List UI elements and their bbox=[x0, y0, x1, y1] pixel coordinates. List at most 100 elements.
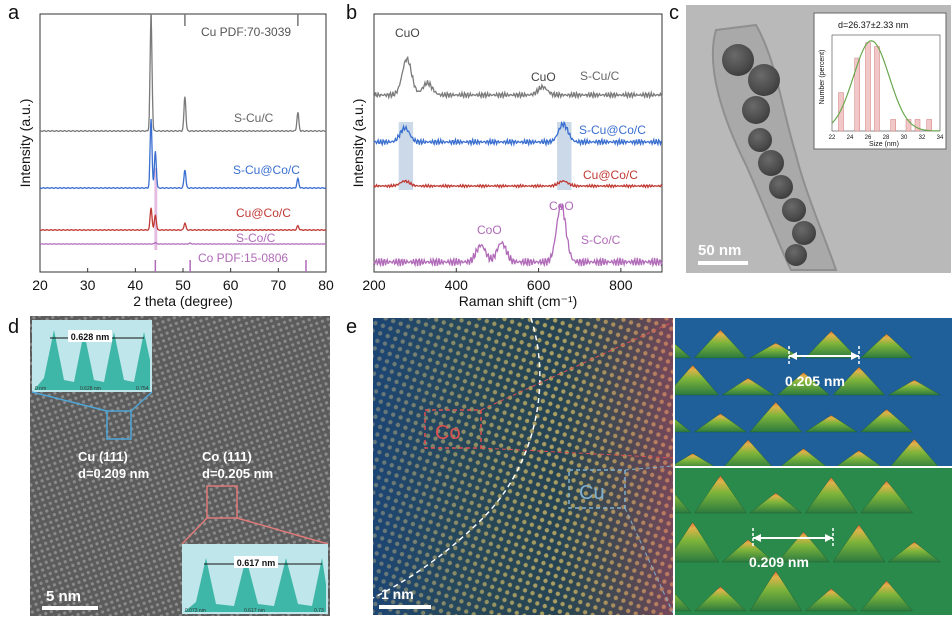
panel-label-e: e bbox=[346, 316, 358, 338]
surf-top-peak-1-0 bbox=[675, 364, 720, 396]
co-region-box-e bbox=[424, 409, 482, 449]
surf-bottom-peak-1-2 bbox=[777, 531, 830, 563]
histogram-bar-6 bbox=[914, 119, 921, 132]
profile-co-mid-tick: 0.617 nm bbox=[244, 608, 265, 614]
histogram-tick-5: 32 bbox=[919, 135, 926, 141]
xrd-tick-label-4: 60 bbox=[223, 277, 239, 293]
surf-bottom-peak-0-2 bbox=[749, 492, 803, 514]
surf-bottom-peak-2-0 bbox=[675, 593, 692, 612]
xrd-series-label-scu: S-Cu/C bbox=[234, 111, 274, 125]
xrd-tick-label-2: 40 bbox=[128, 277, 144, 293]
profile-cu-value: 0.628 nm bbox=[71, 332, 110, 342]
surf-bottom-peak-0-0 bbox=[675, 494, 692, 514]
xrd-series-line-0 bbox=[39, 15, 327, 133]
surf-top-peak-3-4 bbox=[890, 438, 938, 466]
lattice-profile-co: 0.617 nm 0.073 nm 0.617 nm 0.73 bbox=[182, 544, 328, 614]
histogram-bar-3 bbox=[874, 46, 880, 132]
surf-bottom-peak-2-2 bbox=[749, 570, 803, 612]
raman-series-label-scu: S-Cu/C bbox=[580, 69, 620, 83]
xrd-series-label-scuco: S-Cu@Co/C bbox=[233, 163, 300, 177]
profile-co-value: 0.617 nm bbox=[237, 558, 276, 568]
raman-anno-coo-2: CoO bbox=[549, 199, 574, 213]
surf-top-peak-3-2 bbox=[780, 448, 827, 466]
surf-bottom-peak-0-4 bbox=[860, 480, 914, 514]
distance-cu-label: 0.209 nm bbox=[749, 554, 809, 570]
xrd-ref-cu-label: Cu PDF:70-3039 bbox=[201, 25, 291, 39]
raman-tick-label-1: 400 bbox=[445, 277, 469, 293]
raman-band-0 bbox=[398, 122, 414, 190]
raman-series-group bbox=[373, 55, 663, 268]
raman-x-ticks: 200 400 600 800 bbox=[362, 268, 633, 293]
histogram-xlabel: Size (nm) bbox=[869, 141, 899, 148]
cu-region-box bbox=[106, 410, 132, 440]
xrd-co-highlight bbox=[154, 168, 158, 250]
panel-label-d: d bbox=[8, 316, 20, 338]
surf-top-peak-2-1 bbox=[693, 413, 748, 433]
scalebar-d-label: 5 nm bbox=[46, 588, 81, 605]
surf-top-peak-0-1 bbox=[693, 329, 747, 359]
histogram-tick-2: 26 bbox=[865, 135, 872, 141]
histogram-frame bbox=[831, 34, 941, 132]
histogram-title: d=26.37±2.33 nm bbox=[838, 20, 908, 30]
histogram-tick-3: 28 bbox=[883, 135, 890, 141]
scalebar-c-label: 50 nm bbox=[698, 242, 741, 259]
surf-top-peak-0-0 bbox=[675, 343, 692, 359]
histogram-tick-4: 30 bbox=[901, 135, 908, 141]
raman-tick-label-3: 800 bbox=[609, 277, 633, 293]
raman-anno-coo-1: CoO bbox=[477, 223, 502, 237]
surf-top-peak-3-1 bbox=[724, 439, 772, 466]
surf-top-peak-1-4 bbox=[887, 379, 942, 396]
surface-plot-co: 0.205 nm bbox=[675, 318, 952, 466]
xrd-tick-label-0: 20 bbox=[32, 277, 48, 293]
raman-anno-cuo-2: CuO bbox=[531, 70, 556, 84]
xrd-series-line-3 bbox=[40, 241, 326, 245]
histogram-bar-7 bbox=[926, 119, 932, 132]
surface-peaks-co bbox=[675, 329, 942, 466]
xrd-y-label: Intensity (a.u.) bbox=[17, 99, 33, 188]
surf-top-peak-1-1 bbox=[721, 377, 775, 396]
nanoparticles bbox=[722, 44, 816, 266]
size-histogram-inset: d=26.37±2.33 nm Number (percent) Size (n… bbox=[813, 12, 947, 150]
histogram-bar-0 bbox=[838, 92, 844, 132]
lattice-profile-cu: 0.628 nm 0 nm 0.628 nm 0.754 bbox=[32, 320, 152, 392]
surf-bottom-peak-2-4 bbox=[860, 580, 914, 612]
surface-peaks-cu bbox=[675, 475, 941, 612]
panel-label-c: c bbox=[669, 2, 679, 24]
raman-plot-frame bbox=[373, 13, 663, 273]
surf-top-peak-2-0 bbox=[675, 419, 692, 433]
histogram-bar-5 bbox=[905, 119, 912, 132]
tem-image: 50 nm d=26.37±2.33 nm Number (percent) S… bbox=[686, 5, 951, 273]
cu-spacing-label: d=0.209 nm bbox=[78, 466, 149, 481]
scalebar-e: 1 nm bbox=[379, 586, 431, 609]
raman-tick-label-0: 200 bbox=[362, 277, 386, 293]
raman-series-label-cuco: Cu@Co/C bbox=[583, 168, 638, 182]
distance-co-label: 0.205 nm bbox=[785, 373, 845, 389]
haadf-image: Co Cu 1 nm bbox=[373, 318, 673, 615]
surf-bottom-peak-0-1 bbox=[694, 475, 747, 514]
xrd-series-group bbox=[39, 15, 327, 245]
profile-cu-right-tick: 0.754 bbox=[136, 386, 149, 392]
raman-anno-cuo-1: CuO bbox=[395, 26, 420, 40]
scalebar-e-label: 1 nm bbox=[381, 586, 414, 602]
histogram-bars bbox=[831, 34, 941, 132]
co-spacing-label: d=0.205 nm bbox=[202, 466, 273, 481]
xrd-tick-label-1: 30 bbox=[80, 277, 96, 293]
raman-series-line-0 bbox=[373, 55, 663, 100]
surf-top-peak-3-0 bbox=[675, 453, 715, 466]
surf-bottom-peak-2-3 bbox=[804, 588, 858, 612]
raman-series-line-1 bbox=[373, 120, 663, 148]
distance-marker-cu: 0.209 nm bbox=[749, 528, 834, 570]
surf-bottom-peak-1-3 bbox=[832, 524, 886, 563]
surf-top-peak-3-3 bbox=[836, 450, 882, 466]
histogram-tick-0: 22 bbox=[829, 135, 836, 141]
raman-band-1 bbox=[557, 122, 572, 190]
surf-top-peak-1-2 bbox=[776, 372, 831, 396]
cu-plane-label: Cu (111) bbox=[78, 449, 128, 464]
profile-cu-mid-tick: 0.628 nm bbox=[80, 386, 101, 392]
xrd-x-ticks: 20 30 40 50 60 70 80 bbox=[32, 268, 334, 293]
surf-top-peak-2-4 bbox=[860, 408, 914, 433]
surf-bottom-peak-1-0 bbox=[675, 521, 720, 563]
panel-label-a: a bbox=[8, 2, 20, 24]
profile-cu-left-tick: 0 nm bbox=[35, 386, 46, 392]
raman-x-label: Raman shift (cm⁻¹) bbox=[459, 293, 578, 309]
